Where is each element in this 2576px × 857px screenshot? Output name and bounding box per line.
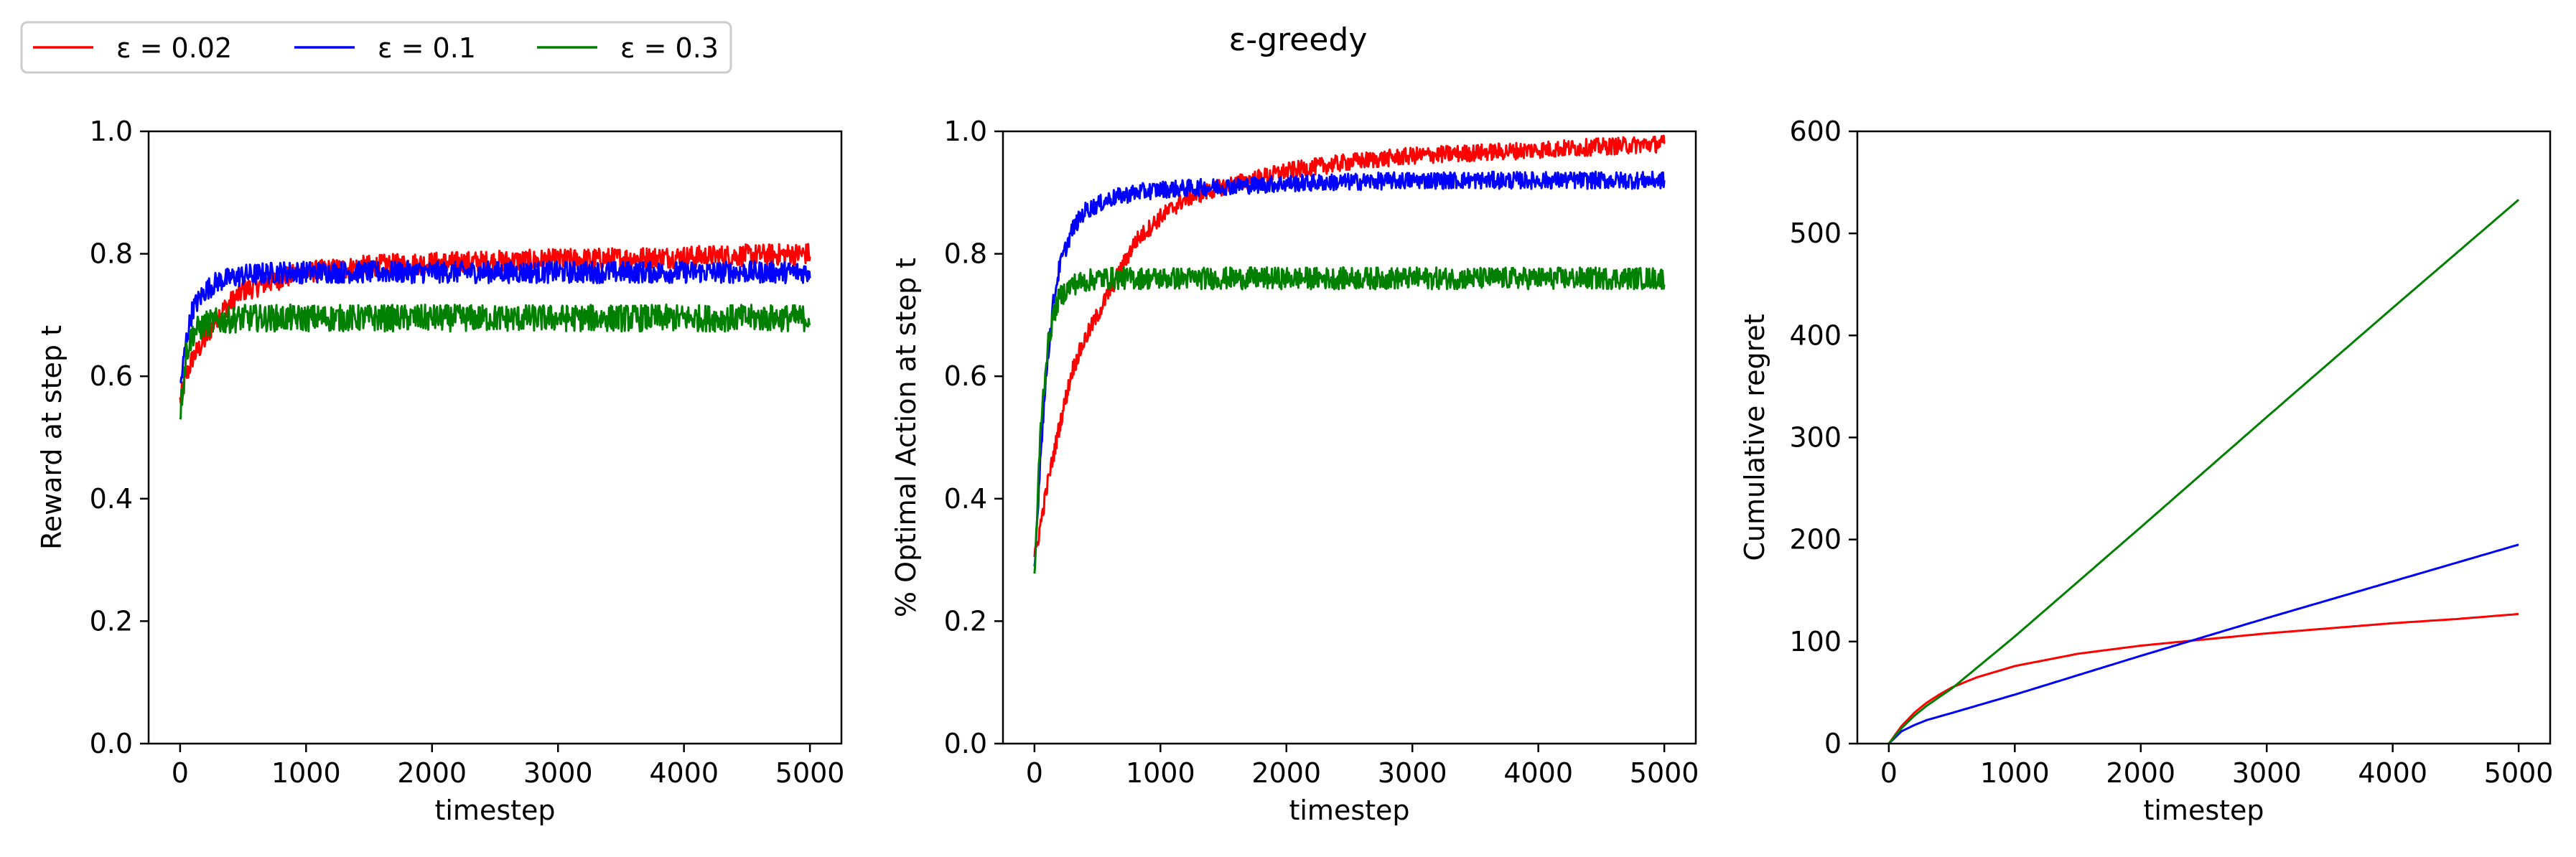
optimal-action-series-line-1 — [1033, 134, 1666, 557]
reward-xlabel: timestep — [434, 795, 555, 826]
optimal-action-xtick-label-0: 0 — [1026, 757, 1043, 789]
reward-xtick-label-2: 2000 — [397, 757, 467, 789]
reward-xtick-label-1: 1000 — [271, 757, 341, 789]
optimal-action-axes-frame — [1002, 130, 1697, 745]
optimal-action-xlabel: timestep — [1289, 795, 1409, 826]
reward-ytick-label-5: 1.0 — [90, 116, 133, 147]
optimal-action-ytick-label-0: 0.0 — [944, 728, 987, 759]
legend-label-2: ε = 0.1 — [378, 32, 476, 64]
reward-series-line-2 — [179, 260, 811, 384]
legend-entry-1: ε = 0.02 — [33, 32, 232, 64]
subplot-optimal-action: 0 1000 2000 3000 4000 5000 0.0 0.2 0.4 0.6 0.8 1.0 t… — [890, 116, 1699, 826]
reward-ytick-label-4: 0.8 — [90, 238, 133, 270]
cumulative-regret-ytick-label-5: 500 — [1789, 217, 1842, 249]
optimal-action-ytick-label-4: 0.8 — [944, 238, 987, 270]
reward-xtick-label-0: 0 — [172, 757, 189, 789]
cumulative-regret-ytick-label-2: 200 — [1789, 524, 1842, 556]
cumulative-regret-xlabel: timestep — [2143, 795, 2264, 826]
reward-ytick-label-2: 0.4 — [90, 483, 133, 515]
cumulative-regret-ytick-label-1: 100 — [1789, 626, 1842, 657]
reward-ytick-label-1: 0.2 — [90, 605, 133, 637]
cumulative-regret-ytick-label-4: 400 — [1789, 319, 1842, 351]
legend-frame — [20, 21, 732, 74]
figure-title: ε-greedy — [1229, 22, 1368, 58]
optimal-action-xtick-label-4: 4000 — [1503, 757, 1573, 789]
optimal-action-xtick-label-2: 2000 — [1251, 757, 1321, 789]
cumulative-regret-xtick-label-2: 2000 — [2106, 757, 2175, 789]
cumulative-regret-ylabel: Cumulative regret — [1739, 314, 1770, 561]
reward-ylabel: Reward at step t — [36, 325, 67, 550]
cumulative-regret-series-line-2 — [1887, 543, 2519, 744]
reward-xtick-label-3: 3000 — [523, 757, 593, 789]
reward-ytick-label-3: 0.6 — [90, 360, 133, 392]
optimal-action-series-line-2 — [1033, 170, 1666, 567]
legend: ε = 0.02 ε = 0.1 ε = 0.3 — [20, 21, 732, 74]
cumulative-regret-ytick-label-6: 600 — [1789, 116, 1842, 147]
optimal-action-ytick-label-5: 1.0 — [944, 116, 987, 147]
legend-label-3: ε = 0.3 — [620, 32, 719, 64]
reward-axes-frame — [147, 130, 843, 745]
reward-xtick-label-4: 4000 — [649, 757, 719, 789]
legend-entry-3: ε = 0.3 — [537, 32, 719, 64]
optimal-action-xtick-label-1: 1000 — [1126, 757, 1195, 789]
cumulative-regret-xtick-label-3: 3000 — [2232, 757, 2302, 789]
cumulative-regret-xtick-label-1: 1000 — [1980, 757, 2050, 789]
legend-entry-2: ε = 0.1 — [294, 32, 476, 64]
reward-ytick-label-0: 0.0 — [90, 728, 133, 759]
cumulative-regret-series-line-3 — [1887, 199, 2520, 744]
subplot-reward: 0 1000 2000 3000 4000 5000 0.0 0.2 0.4 0.6 0.8 1.0 t… — [36, 116, 844, 826]
reward-series-line-3 — [179, 303, 811, 420]
optimal-action-ylabel: % Optimal Action at step t — [890, 258, 922, 617]
cumulative-regret-ytick-label-3: 300 — [1789, 422, 1842, 454]
cumulative-regret-xtick-label-5: 5000 — [2484, 757, 2554, 789]
optimal-action-ytick-label-2: 0.4 — [944, 483, 987, 515]
cumulative-regret-xtick-label-4: 4000 — [2358, 757, 2427, 789]
legend-label-1: ε = 0.02 — [116, 32, 232, 64]
optimal-action-series-line-3 — [1033, 266, 1666, 574]
optimal-action-ytick-label-1: 0.2 — [944, 605, 987, 637]
reward-series-line-1 — [179, 243, 811, 404]
optimal-action-ytick-label-3: 0.6 — [944, 360, 987, 392]
optimal-action-xtick-label-3: 3000 — [1378, 757, 1447, 789]
optimal-action-xtick-label-5: 5000 — [1630, 757, 1699, 789]
reward-xtick-label-5: 5000 — [775, 757, 845, 789]
cumulative-regret-ytick-label-0: 0 — [1824, 728, 1842, 759]
cumulative-regret-series-line-1 — [1887, 612, 2519, 744]
subplot-cumulative-regret: 0 1000 2000 3000 4000 5000 0 100 200 300 400 500 600… — [1739, 116, 2553, 826]
cumulative-regret-xtick-label-0: 0 — [1880, 757, 1898, 789]
